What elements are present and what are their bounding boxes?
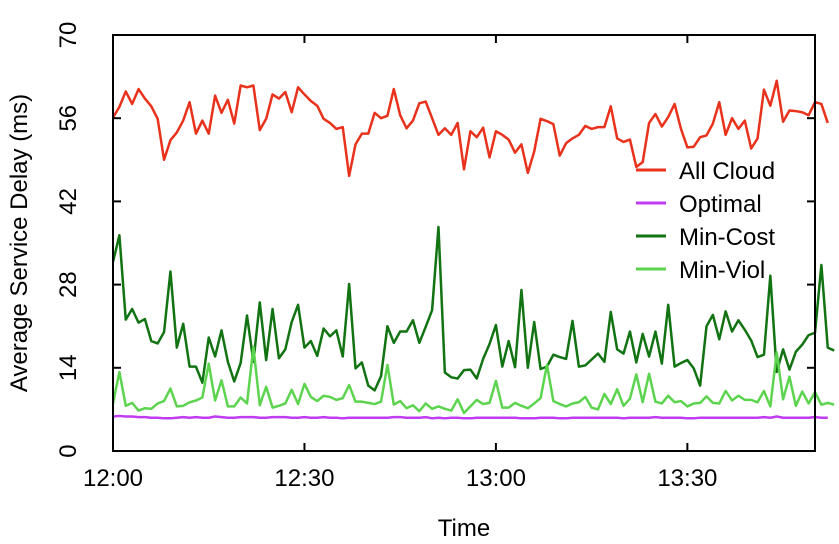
y-tick-label: 14: [55, 354, 82, 381]
x-tick-label: 12:30: [274, 465, 334, 492]
y-tick-label: 56: [55, 105, 82, 132]
legend-label: All Cloud: [679, 158, 775, 185]
series-line-all-cloud: [111, 79, 829, 178]
plot-frame: [112, 34, 816, 452]
series-line-optimal: [112, 414, 828, 420]
y-tick-label: 28: [55, 271, 82, 298]
y-tick-label: 70: [55, 22, 82, 49]
legend-label: Optimal: [679, 191, 762, 218]
y-tick-label: 42: [55, 188, 82, 215]
series-line-min-cost: [111, 225, 835, 392]
legend-label: Min-Cost: [679, 224, 775, 251]
x-tick-label: 13:30: [657, 465, 717, 492]
legend: All Cloud Optimal Min-Cost Min-Viol: [636, 158, 775, 284]
legend-label: Min-Viol: [679, 257, 765, 284]
ticks-layer: 12:00 12:30 13:00 13:30 0 14 28 42 56 70: [55, 22, 815, 492]
y-tick-label: 0: [55, 444, 82, 457]
series-line-min-viol: [111, 345, 835, 415]
series-layer: [111, 79, 835, 420]
x-axis-title: Time: [438, 515, 490, 542]
x-tick-label: 13:00: [466, 465, 526, 492]
y-axis-title: Average Service Delay (ms): [6, 94, 33, 392]
x-tick-label: 12:00: [83, 465, 143, 492]
